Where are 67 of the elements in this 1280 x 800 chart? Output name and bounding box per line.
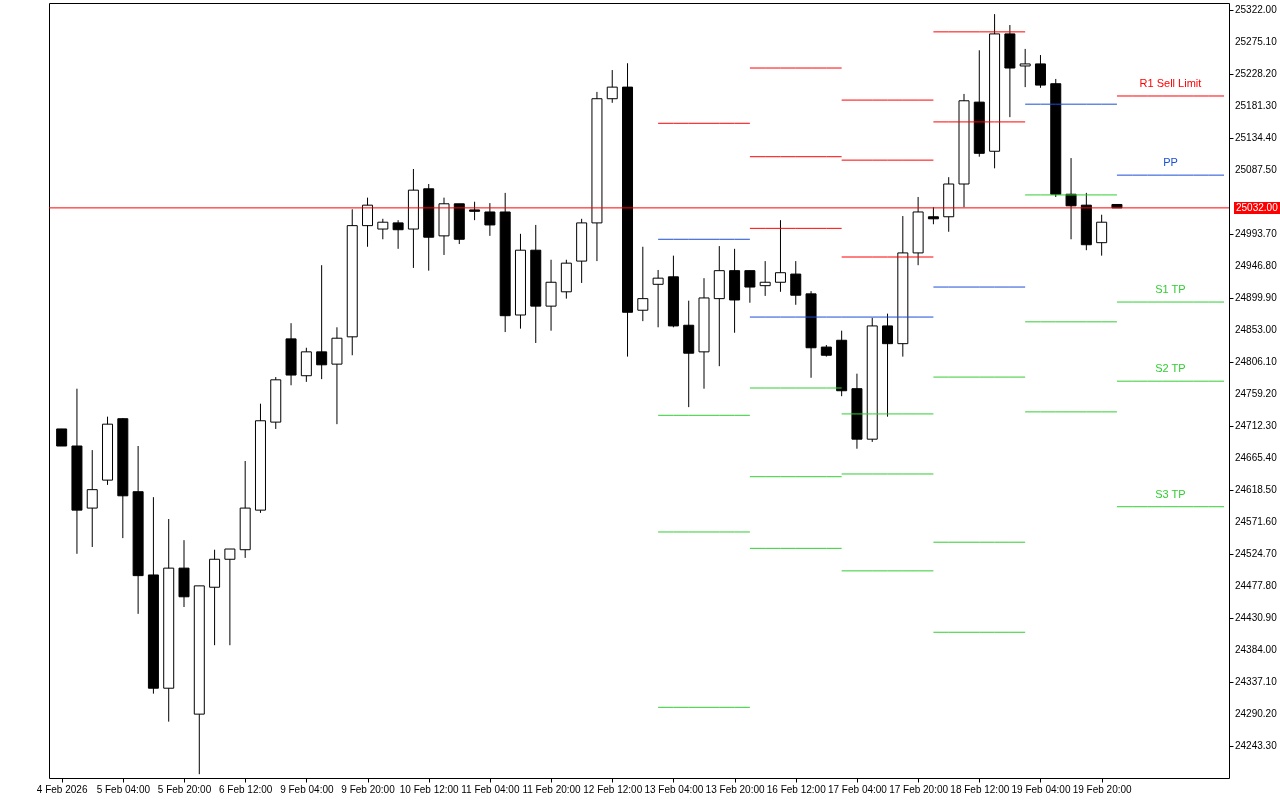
candlestick <box>637 246 649 322</box>
candlestick <box>392 219 404 250</box>
y-tick-label: 24571.60 <box>1235 516 1278 528</box>
x-tick-label: 6 Feb 12:00 <box>218 783 273 795</box>
x-tick-label: 10 Feb 12:00 <box>399 783 460 795</box>
candlestick <box>377 218 389 240</box>
y-tick-label: 24290.20 <box>1235 708 1278 719</box>
y-tick-label: 25134.40 <box>1235 132 1278 144</box>
candlestick <box>224 548 236 646</box>
candlestick <box>1034 54 1046 89</box>
candlestick <box>545 259 557 332</box>
y-tick-label: 24899.90 <box>1235 292 1278 304</box>
y-tick-label: 24337.10 <box>1235 676 1278 687</box>
candlestick <box>774 219 786 293</box>
x-tick-label: 17 Feb 04:00 <box>827 783 888 795</box>
candlestick <box>759 260 771 297</box>
candlestick <box>86 449 98 548</box>
candlestick <box>1096 214 1108 257</box>
candlestick <box>744 270 756 304</box>
y-tick-label: 25087.50 <box>1235 164 1278 176</box>
y-tick-label: 24618.50 <box>1235 484 1278 496</box>
y-tick-label: 24243.30 <box>1235 740 1278 751</box>
y-tick-label: 25228.20 <box>1235 68 1278 80</box>
x-tick-label: 9 Feb 04:00 <box>280 783 334 795</box>
candlestick <box>790 260 802 306</box>
y-tick-label: 24993.70 <box>1235 228 1278 240</box>
y-tick-label: 24524.70 <box>1235 548 1278 560</box>
y-tick-label: 24477.80 <box>1235 580 1278 592</box>
y-tick-label: 24384.00 <box>1235 644 1278 655</box>
x-tick-label: 18 Feb 12:00 <box>950 783 1010 795</box>
x-tick-label: 4 Feb 2026 <box>36 783 88 795</box>
y-tick-label: 24712.30 <box>1235 420 1278 432</box>
series-label: R1 Sell Limit <box>1139 76 1202 89</box>
x-tick-label: 16 Feb 12:00 <box>766 783 827 795</box>
candlestick <box>606 69 618 104</box>
candlestick <box>300 347 312 383</box>
x-tick-label: 9 Feb 20:00 <box>341 783 396 795</box>
candlestick <box>484 202 496 237</box>
series-label: PP <box>1163 156 1178 169</box>
series-label: S3 TP <box>1155 487 1186 500</box>
x-tick-label: 5 Feb 04:00 <box>96 783 151 795</box>
y-tick-label: 24665.40 <box>1235 452 1278 464</box>
x-tick-label: 13 Feb 20:00 <box>705 783 765 795</box>
candlestick <box>1019 48 1031 88</box>
candlestick <box>652 269 664 328</box>
x-tick-label: 17 Feb 20:00 <box>889 783 949 795</box>
candlestick <box>882 313 894 418</box>
ref-line-label: 25032.00 <box>1236 201 1279 213</box>
x-tick-label: 5 Feb 20:00 <box>157 783 212 795</box>
y-tick-label: 24806.10 <box>1235 356 1278 368</box>
y-tick-label: 25181.30 <box>1235 100 1278 112</box>
candlestick <box>316 264 328 380</box>
x-tick-label: 19 Feb 20:00 <box>1072 783 1133 795</box>
y-tick-label: 24946.80 <box>1235 260 1278 272</box>
y-tick-label: 25275.10 <box>1235 36 1278 48</box>
x-tick-label: 13 Feb 04:00 <box>644 783 704 795</box>
x-tick-label: 19 Feb 04:00 <box>1011 783 1071 795</box>
y-tick-label: 25322.00 <box>1235 4 1278 16</box>
y-tick-label: 24430.90 <box>1235 612 1278 624</box>
candlestick <box>469 201 481 221</box>
x-tick-label: 12 Feb 12:00 <box>583 783 643 795</box>
series-label: S1 TP <box>1155 283 1186 296</box>
series-label: S2 TP <box>1155 362 1186 375</box>
y-tick-label: 24853.00 <box>1235 324 1278 336</box>
x-tick-label: 11 Feb 20:00 <box>522 783 582 795</box>
y-tick-label: 24759.20 <box>1235 388 1278 400</box>
x-tick-label: 11 Feb 04:00 <box>461 783 520 795</box>
